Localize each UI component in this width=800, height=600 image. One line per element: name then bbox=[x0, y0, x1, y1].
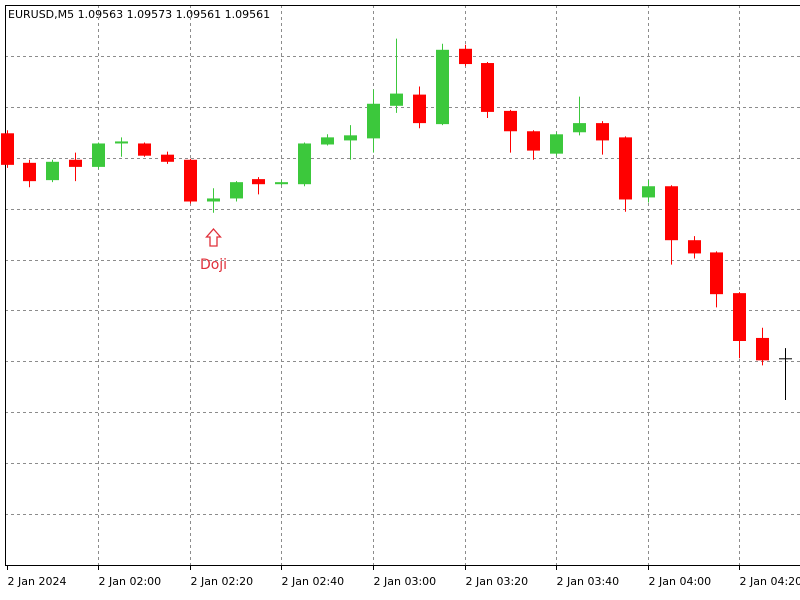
candle-body bbox=[481, 63, 494, 112]
candle-body bbox=[436, 49, 449, 125]
chart-title: EURUSD,M5 1.09563 1.09573 1.09561 1.0956… bbox=[8, 8, 270, 21]
candle-body bbox=[69, 159, 82, 167]
candle-body bbox=[756, 337, 769, 361]
candle-body bbox=[573, 123, 586, 133]
candle-body bbox=[413, 94, 426, 124]
candle-body bbox=[23, 162, 36, 182]
x-tick-label: 2 Jan 02:20 bbox=[191, 575, 254, 588]
candle-body bbox=[390, 93, 403, 106]
candle-body bbox=[779, 358, 792, 360]
candle-body bbox=[138, 143, 151, 156]
x-tick-label: 2 Jan 02:40 bbox=[282, 575, 345, 588]
candle-body bbox=[550, 134, 563, 154]
x-tick-label: 2 Jan 2024 bbox=[8, 575, 67, 588]
candle-body bbox=[688, 240, 701, 254]
candle-body bbox=[527, 131, 540, 151]
x-tick-label: 2 Jan 03:40 bbox=[557, 575, 620, 588]
candle-body bbox=[252, 179, 265, 185]
candle-body bbox=[710, 252, 723, 295]
candle-body bbox=[733, 293, 746, 341]
candle-body bbox=[344, 135, 357, 141]
candle-body bbox=[298, 143, 311, 185]
candle-body bbox=[367, 103, 380, 139]
candle-body bbox=[1, 133, 14, 165]
x-tick-label: 2 Jan 04:20 bbox=[740, 575, 800, 588]
candle-body bbox=[596, 123, 609, 141]
candle-body bbox=[642, 186, 655, 198]
candle-body bbox=[207, 198, 220, 202]
candle-body bbox=[275, 182, 288, 185]
x-tick-label: 2 Jan 03:00 bbox=[374, 575, 437, 588]
candle-body bbox=[46, 161, 59, 181]
candle-body bbox=[161, 154, 174, 162]
x-tick-label: 2 Jan 03:20 bbox=[466, 575, 529, 588]
candle-body bbox=[504, 110, 517, 132]
candle-body bbox=[459, 48, 472, 65]
x-tick-label: 2 Jan 04:00 bbox=[649, 575, 712, 588]
candle-body bbox=[230, 182, 243, 199]
annotation-arrow bbox=[205, 228, 222, 247]
candle-body bbox=[184, 159, 197, 202]
candle-body bbox=[115, 141, 128, 144]
candle-body bbox=[321, 137, 334, 145]
candle-body bbox=[92, 143, 105, 167]
candle-body bbox=[619, 137, 632, 200]
x-tick-label: 2 Jan 02:00 bbox=[99, 575, 162, 588]
annotation-label: Doji bbox=[200, 257, 227, 273]
candle-body bbox=[665, 186, 678, 241]
